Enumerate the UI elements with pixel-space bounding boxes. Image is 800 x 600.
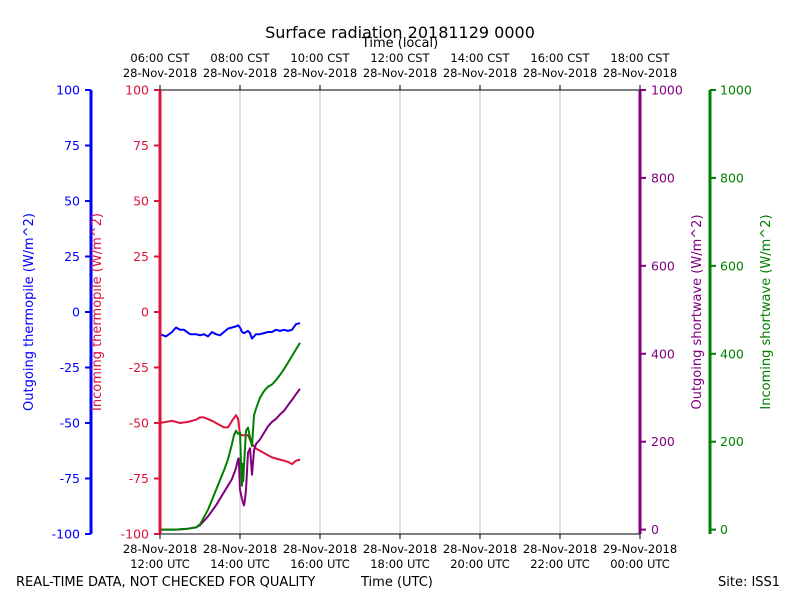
y-axis-title: Incoming shortwave (W/m^2) <box>759 214 774 409</box>
y-tick-label: 50 <box>133 194 149 209</box>
x-tick-label-local-time: 06:00 CST <box>130 51 190 65</box>
x-tick-label-utc-date: 28-Nov-2018 <box>443 542 517 556</box>
y-tick-label: 25 <box>64 249 80 264</box>
site-label: Site: ISS1 <box>718 575 781 590</box>
x-tick-label-local-date: 28-Nov-2018 <box>283 66 357 80</box>
series-lines <box>159 322 301 531</box>
x-tick-label-utc-date: 28-Nov-2018 <box>283 542 357 556</box>
y-tick-label: -50 <box>60 416 80 431</box>
x-tick-label-local-date: 28-Nov-2018 <box>123 66 197 80</box>
y-tick-label: 1000 <box>720 83 752 98</box>
y-tick-label: 400 <box>720 346 744 361</box>
grid-lines <box>239 90 561 534</box>
y-tick-label: -25 <box>60 360 80 375</box>
series-line-in_thermo <box>159 414 301 466</box>
y-tick-label: -50 <box>129 416 149 431</box>
x-tick-label-local-date: 28-Nov-2018 <box>443 66 517 80</box>
x-tick-label-utc-time: 18:00 UTC <box>370 557 430 571</box>
y-axis-title: Outgoing shortwave (W/m^2) <box>690 214 705 409</box>
y-tick-label: 75 <box>64 138 80 153</box>
x-tick-label-utc-date: 28-Nov-2018 <box>363 542 437 556</box>
x-tick-label-utc-time: 00:00 UTC <box>610 557 670 571</box>
series-line-in_sw <box>160 342 301 531</box>
y-tick-label: 0 <box>651 522 659 537</box>
x-tick-label-utc-time: 14:00 UTC <box>210 557 270 571</box>
y-tick-label: 100 <box>125 83 149 98</box>
axes: -100 -75 -50 -25 0 25 50 75 100 Outgoing thermopi… <box>22 83 774 542</box>
y-tick-label: 800 <box>720 170 744 185</box>
series-line-out_thermo <box>159 322 301 340</box>
x-tick-label-utc-time: 12:00 UTC <box>130 557 190 571</box>
x-tick-label-local-time: 10:00 CST <box>290 51 350 65</box>
y-tick-label: 800 <box>651 170 675 185</box>
y-axis-in_sw: 0 200 400 600 800 1000 Incoming shortwave (W/m… <box>708 83 774 537</box>
y-tick-label: 200 <box>720 434 744 449</box>
quality-disclaimer: REAL-TIME DATA, NOT CHECKED FOR QUALITY <box>16 575 316 590</box>
x-tick-label-utc-date: 28-Nov-2018 <box>123 542 197 556</box>
x-tick-label-utc-date: 28-Nov-2018 <box>203 542 277 556</box>
x-tick-label-local-time: 08:00 CST <box>210 51 270 65</box>
x-tick-label-local-time: 18:00 CST <box>610 51 670 65</box>
y-tick-label: -25 <box>129 360 149 375</box>
x-tick-label-utc-time: 22:00 UTC <box>530 557 590 571</box>
y-tick-label: 600 <box>720 258 744 273</box>
y-tick-label: -100 <box>52 527 80 542</box>
y-axis-out_thermo: -100 -75 -50 -25 0 25 50 75 100 Outgoing thermopi… <box>22 83 93 542</box>
y-axis-in_thermo: -100 -75 -50 -25 0 25 50 75 100 Incoming thermopi… <box>90 83 162 542</box>
y-tick-label: 75 <box>133 138 149 153</box>
y-tick-label: -100 <box>121 527 149 542</box>
y-tick-label: 50 <box>64 194 80 209</box>
x-tick-label-utc-time: 16:00 UTC <box>290 557 350 571</box>
y-tick-label: 25 <box>133 249 149 264</box>
x-tick-label-local-time: 14:00 CST <box>450 51 510 65</box>
x-tick-label-local-date: 28-Nov-2018 <box>523 66 597 80</box>
y-tick-label: -75 <box>129 471 149 486</box>
y-axis-out_sw: 0 200 400 600 800 1000 Outgoing shortwave (W/m… <box>638 83 705 537</box>
x-tick-label-local-time: 12:00 CST <box>370 51 430 65</box>
chart-title: Surface radiation 20181129 0000 <box>265 23 535 42</box>
y-tick-label: 0 <box>141 305 149 320</box>
y-tick-label: 0 <box>72 305 80 320</box>
x-tick-label-local-date: 28-Nov-2018 <box>203 66 277 80</box>
y-axis-title: Incoming thermopile (W/m^2) <box>90 213 105 411</box>
x-tick-label-local-time: 16:00 CST <box>530 51 590 65</box>
y-tick-label: 0 <box>720 522 728 537</box>
series-line-out_sw <box>160 388 301 531</box>
y-tick-label: 600 <box>651 258 675 273</box>
x-axis-label: Time (UTC) <box>361 575 433 590</box>
top-axis-label: Time (local) <box>361 36 438 51</box>
y-axis-title: Outgoing thermopile (W/m^2) <box>22 213 37 411</box>
y-tick-label: 100 <box>56 83 80 98</box>
x-tick-label-local-date: 28-Nov-2018 <box>603 66 677 80</box>
x-tick-label-local-date: 28-Nov-2018 <box>363 66 437 80</box>
x-tick-label-utc-time: 20:00 UTC <box>450 557 510 571</box>
x-tick-label-utc-date: 28-Nov-2018 <box>523 542 597 556</box>
y-tick-label: 200 <box>651 434 675 449</box>
x-tick-label-utc-date: 29-Nov-2018 <box>603 542 677 556</box>
y-tick-label: 400 <box>651 346 675 361</box>
y-tick-label: -75 <box>60 471 80 486</box>
y-tick-label: 1000 <box>651 83 683 98</box>
